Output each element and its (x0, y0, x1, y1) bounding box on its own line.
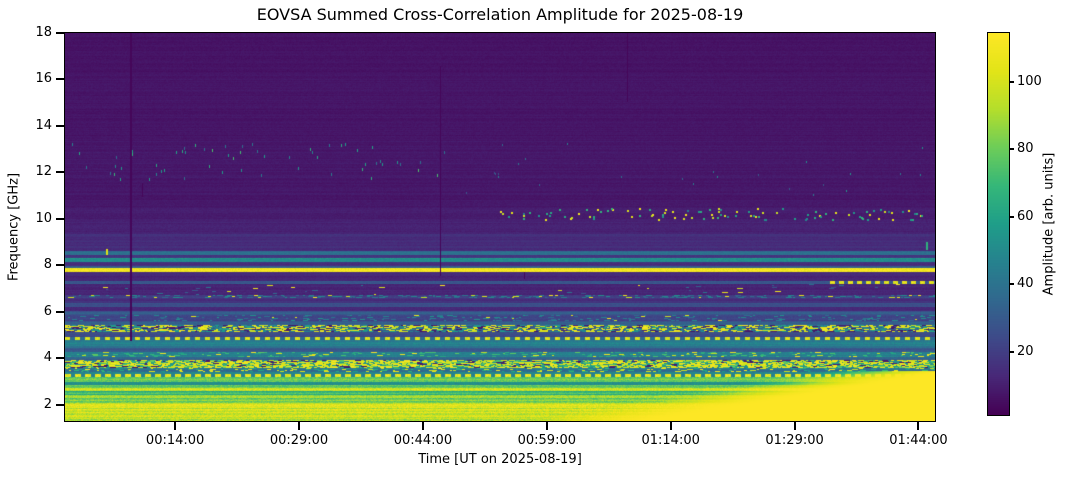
y-tick-label: 8 (43, 257, 52, 273)
x-tick-label: 00:29:00 (269, 433, 329, 448)
x-tick-mark (545, 422, 548, 430)
y-tick-mark (56, 32, 64, 34)
y-tick-mark (56, 310, 64, 313)
y-tick-mark (56, 357, 64, 360)
colorbar-tick-mark (1010, 80, 1014, 83)
y-tick-label: 4 (43, 350, 52, 366)
x-tick-label: 00:44:00 (393, 433, 453, 448)
colorbar-tick-label: 80 (1017, 141, 1034, 157)
colorbar-tick-mark (1010, 148, 1014, 151)
y-tick-mark (56, 171, 64, 174)
colorbar-frame (987, 32, 1010, 416)
x-tick-mark (421, 422, 424, 430)
colorbar-tick-mark (1010, 215, 1014, 218)
y-tick-mark (56, 124, 64, 127)
plot-frame (64, 32, 936, 422)
colorbar-label: Amplitude [arb. units] (1041, 152, 1057, 296)
colorbar-tick-label: 100 (1017, 73, 1042, 89)
x-tick-mark (793, 422, 796, 430)
colorbar-tick-label: 20 (1017, 343, 1034, 359)
x-tick-mark (669, 422, 672, 430)
x-tick-mark (298, 422, 301, 430)
colorbar-tick-mark (1010, 350, 1014, 353)
colorbar-gradient (988, 33, 1009, 415)
y-tick-label: 2 (43, 396, 52, 412)
x-tick-label: 01:29:00 (765, 433, 824, 448)
y-tick-label: 10 (35, 210, 52, 226)
x-tick-mark (917, 422, 920, 430)
spectrogram-canvas (65, 33, 935, 421)
x-axis-label: Time [UT on 2025-08-19] (418, 452, 582, 467)
x-tick-label: 01:44:00 (889, 433, 948, 448)
y-tick-mark (56, 264, 64, 267)
y-tick-mark (56, 217, 64, 220)
y-tick-label: 6 (43, 303, 52, 319)
colorbar-tick-label: 60 (1017, 208, 1034, 224)
y-tick-mark (56, 403, 64, 406)
y-tick-label: 18 (35, 25, 52, 40)
colorbar-tick-mark (1010, 283, 1014, 286)
chart-title: EOVSA Summed Cross-Correlation Amplitude… (256, 5, 744, 24)
x-tick-label: 01:14:00 (641, 433, 700, 448)
x-tick-mark (174, 422, 177, 430)
y-tick-label: 12 (35, 164, 52, 180)
x-tick-label: 00:14:00 (145, 433, 205, 448)
colorbar-tick-label: 40 (1017, 276, 1034, 292)
y-tick-mark (56, 78, 64, 81)
y-tick-label: 16 (35, 71, 52, 87)
x-tick-label: 00:59:00 (517, 433, 576, 448)
y-tick-label: 14 (35, 117, 52, 133)
